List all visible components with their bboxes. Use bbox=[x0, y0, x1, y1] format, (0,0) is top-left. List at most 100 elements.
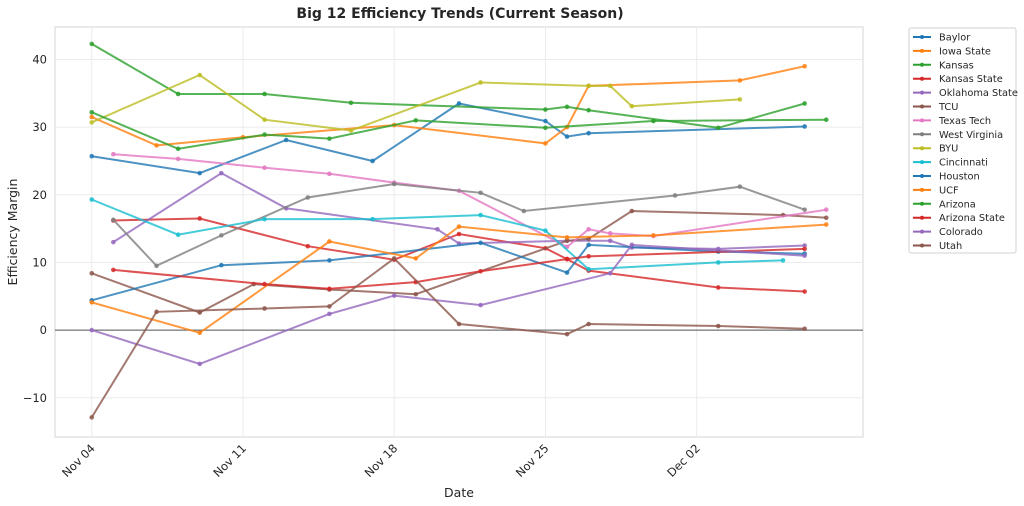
data-point bbox=[89, 270, 95, 276]
data-point bbox=[715, 285, 721, 290]
data-point bbox=[802, 207, 807, 212]
legend-item: Kansas bbox=[913, 60, 974, 71]
data-point bbox=[586, 107, 591, 113]
data-point bbox=[715, 323, 721, 329]
data-point bbox=[175, 146, 181, 152]
series-colorado bbox=[89, 242, 807, 367]
data-point bbox=[111, 151, 116, 157]
series-line bbox=[112, 182, 806, 268]
data-point bbox=[629, 103, 635, 109]
data-point bbox=[543, 107, 548, 112]
data-point bbox=[327, 171, 332, 177]
chart-title: Big 12 Efficiency Trends (Current Season… bbox=[296, 6, 623, 22]
data-point bbox=[327, 136, 332, 141]
legend-marker bbox=[920, 104, 924, 109]
data-point bbox=[607, 238, 613, 244]
data-point bbox=[651, 118, 656, 124]
legend-marker bbox=[920, 76, 924, 81]
legend-item: Texas Tech bbox=[913, 116, 991, 127]
data-point bbox=[564, 104, 570, 110]
x-tick-label: Nov 25 bbox=[513, 441, 552, 480]
data-point bbox=[823, 117, 829, 122]
legend-marker bbox=[920, 118, 924, 123]
x-tick-label: Nov 18 bbox=[362, 441, 401, 480]
data-point bbox=[327, 286, 332, 292]
data-point bbox=[262, 216, 267, 222]
y-tick-label: 40 bbox=[32, 52, 47, 66]
data-point bbox=[672, 193, 678, 198]
series-line bbox=[113, 247, 805, 290]
data-point bbox=[629, 242, 635, 248]
data-point bbox=[219, 170, 224, 176]
data-point bbox=[327, 311, 332, 317]
data-point bbox=[802, 243, 807, 248]
data-point bbox=[456, 224, 462, 229]
legend-item: Cincinnati bbox=[913, 158, 988, 169]
legend-marker bbox=[920, 90, 924, 95]
series-group bbox=[89, 41, 829, 420]
data-point bbox=[175, 91, 181, 97]
data-point bbox=[89, 114, 95, 120]
legend-item: West Virginia bbox=[913, 130, 1003, 141]
legend-item: Houston bbox=[913, 172, 980, 183]
y-tick-label: 20 bbox=[32, 188, 47, 202]
data-point bbox=[262, 117, 267, 122]
data-point bbox=[478, 268, 483, 274]
data-point bbox=[478, 240, 483, 246]
data-point bbox=[154, 309, 159, 315]
legend-label: Arizona State bbox=[939, 213, 1005, 224]
data-point bbox=[197, 170, 203, 176]
x-tick-label: Nov 11 bbox=[210, 441, 249, 480]
legend-label: Oklahoma State bbox=[939, 88, 1018, 99]
x-tick-label: Nov 04 bbox=[59, 441, 98, 480]
legend-label: Kansas State bbox=[939, 74, 1003, 85]
data-point bbox=[305, 243, 311, 249]
legend: Baylor Iowa State Kansas Kansas State Oklaho… bbox=[908, 27, 1018, 254]
data-point bbox=[262, 91, 267, 97]
series-byu bbox=[89, 72, 743, 133]
x-axis: Nov 04 Nov 11 Nov 18 Nov 25 Dec 02 bbox=[59, 441, 703, 480]
data-point bbox=[802, 289, 807, 294]
series-west-virginia bbox=[111, 181, 807, 269]
data-point bbox=[564, 238, 570, 244]
series-ucf bbox=[89, 222, 829, 336]
legend-marker bbox=[920, 132, 924, 137]
data-point bbox=[586, 242, 591, 248]
legend-label: Colorado bbox=[939, 227, 983, 238]
data-point bbox=[370, 158, 375, 164]
series-line bbox=[91, 209, 827, 314]
data-point bbox=[564, 235, 570, 240]
data-point bbox=[478, 302, 483, 308]
data-point bbox=[802, 124, 807, 129]
legend-item: BYU bbox=[913, 144, 958, 155]
legend-label: Utah bbox=[939, 241, 962, 252]
series-line bbox=[90, 257, 805, 418]
legend-label: Cincinnati bbox=[939, 158, 988, 169]
data-point bbox=[89, 197, 95, 202]
data-point bbox=[478, 80, 483, 85]
y-tick-label: 0 bbox=[40, 323, 47, 337]
data-point bbox=[715, 125, 721, 131]
legend-marker bbox=[920, 215, 924, 220]
legend-item: TCU bbox=[913, 102, 958, 113]
data-point bbox=[197, 216, 203, 221]
legend-label: Arizona bbox=[939, 199, 976, 210]
data-point bbox=[89, 415, 95, 420]
data-point bbox=[219, 233, 224, 238]
legend-item: UCF bbox=[913, 185, 959, 196]
data-point bbox=[219, 262, 224, 268]
legend-item: Oklahoma State bbox=[913, 88, 1018, 99]
data-point bbox=[370, 216, 375, 222]
data-point bbox=[802, 326, 807, 332]
data-point bbox=[197, 72, 203, 78]
x-axis-label: Date bbox=[444, 485, 474, 500]
data-point bbox=[89, 327, 95, 333]
series-arizona bbox=[89, 109, 829, 152]
legend-item: Iowa State bbox=[913, 46, 991, 57]
legend-label: Kansas bbox=[939, 60, 974, 71]
data-point bbox=[607, 231, 613, 236]
series-line bbox=[113, 217, 805, 293]
data-point bbox=[586, 266, 591, 272]
data-point bbox=[823, 222, 829, 227]
